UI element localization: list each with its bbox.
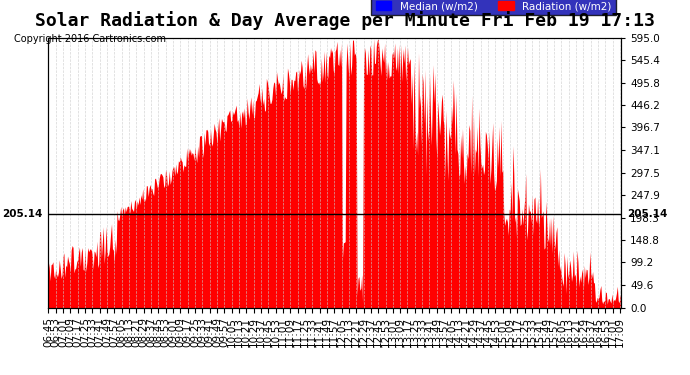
Text: Copyright 2016 Cartronics.com: Copyright 2016 Cartronics.com <box>14 34 166 44</box>
Text: Solar Radiation & Day Average per Minute Fri Feb 19 17:13: Solar Radiation & Day Average per Minute… <box>35 11 655 30</box>
Legend: Median (w/m2), Radiation (w/m2): Median (w/m2), Radiation (w/m2) <box>371 0 615 15</box>
Text: 205.14: 205.14 <box>627 209 667 219</box>
Text: 205.14: 205.14 <box>2 209 43 219</box>
